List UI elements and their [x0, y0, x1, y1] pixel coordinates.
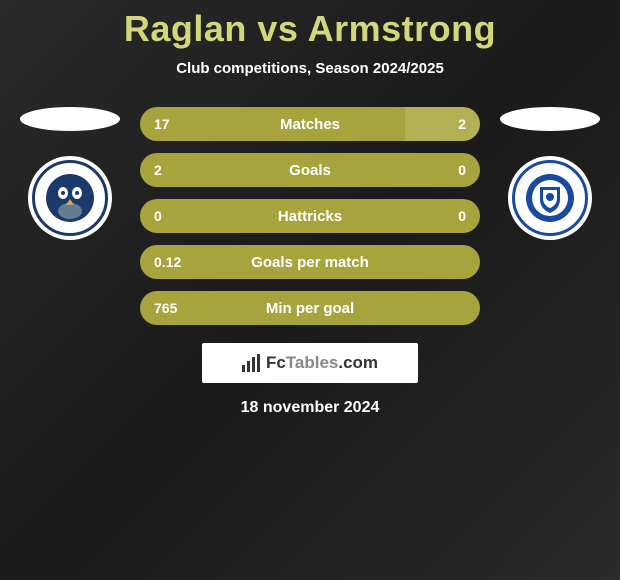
- brand-part1: Fc: [266, 353, 286, 372]
- stat-right-value: 0: [458, 162, 466, 178]
- player-silhouette-right: [500, 107, 600, 131]
- brand-part2: Tables: [286, 353, 339, 372]
- player-silhouette-left: [20, 107, 120, 131]
- stat-row: 17 Matches 2: [140, 107, 480, 141]
- stat-label: Goals per match: [251, 254, 369, 271]
- stat-right-value: 2: [458, 116, 466, 132]
- left-team-crest: [28, 156, 112, 240]
- stat-row: 2 Goals 0: [140, 153, 480, 187]
- stat-left-value: 2: [154, 162, 162, 178]
- stat-row: 0.12 Goals per match: [140, 245, 480, 279]
- stat-label: Min per goal: [266, 300, 354, 317]
- stat-row: 765 Min per goal: [140, 291, 480, 325]
- main-row: 17 Matches 2 2 Goals 0 0 Hattricks 0 0.12 Goals pe…: [0, 107, 620, 325]
- stat-left-value: 765: [154, 300, 177, 316]
- stat-fill-right: [405, 107, 480, 141]
- right-team-crest: [508, 156, 592, 240]
- shield-icon: [525, 173, 575, 223]
- brand-text: FcTables.com: [266, 353, 378, 373]
- stat-label: Goals: [289, 162, 331, 179]
- brand-box[interactable]: FcTables.com: [202, 343, 418, 383]
- stat-row: 0 Hattricks 0: [140, 199, 480, 233]
- stat-right-value: 0: [458, 208, 466, 224]
- stat-left-value: 0: [154, 208, 162, 224]
- left-side: [20, 107, 120, 240]
- container: Raglan vs Armstrong Club competitions, S…: [0, 0, 620, 417]
- right-side: [500, 107, 600, 240]
- brand-part3: .com: [338, 353, 378, 372]
- date-label: 18 november 2024: [0, 399, 620, 417]
- stat-left-value: 17: [154, 116, 170, 132]
- stat-label: Hattricks: [278, 208, 342, 225]
- left-team-crest-inner: [32, 160, 108, 236]
- stat-left-value: 0.12: [154, 254, 181, 270]
- stat-label: Matches: [280, 116, 340, 133]
- owl-icon: [45, 173, 95, 223]
- subtitle: Club competitions, Season 2024/2025: [0, 60, 620, 77]
- right-team-crest-inner: [512, 160, 588, 236]
- chart-icon: [242, 354, 260, 372]
- page-title: Raglan vs Armstrong: [0, 8, 620, 50]
- stats-column: 17 Matches 2 2 Goals 0 0 Hattricks 0 0.12 Goals pe…: [140, 107, 480, 325]
